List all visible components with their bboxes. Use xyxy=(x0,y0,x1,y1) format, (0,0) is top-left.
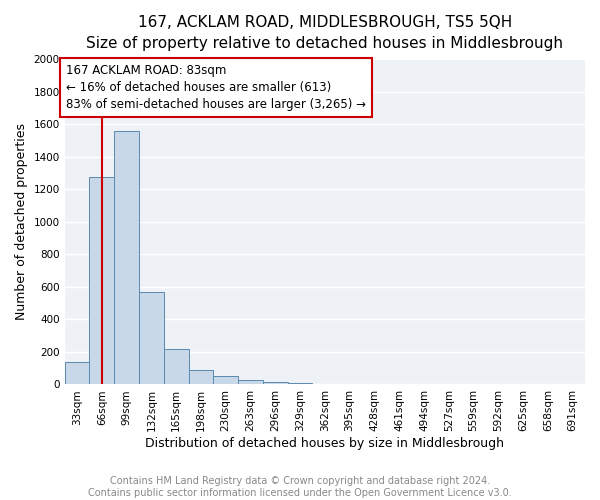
Bar xyxy=(263,382,287,384)
Title: 167, ACKLAM ROAD, MIDDLESBROUGH, TS5 5QH
Size of property relative to detached h: 167, ACKLAM ROAD, MIDDLESBROUGH, TS5 5QH… xyxy=(86,15,563,51)
Bar xyxy=(238,380,263,384)
Bar xyxy=(114,130,139,384)
Bar xyxy=(164,348,188,384)
Text: 167 ACKLAM ROAD: 83sqm
← 16% of detached houses are smaller (613)
83% of semi-de: 167 ACKLAM ROAD: 83sqm ← 16% of detached… xyxy=(66,64,366,111)
Y-axis label: Number of detached properties: Number of detached properties xyxy=(15,124,28,320)
X-axis label: Distribution of detached houses by size in Middlesbrough: Distribution of detached houses by size … xyxy=(145,437,505,450)
Bar xyxy=(188,370,214,384)
Bar xyxy=(287,383,313,384)
Bar xyxy=(65,362,89,384)
Bar xyxy=(139,292,164,384)
Bar xyxy=(89,177,114,384)
Bar xyxy=(214,376,238,384)
Text: Contains HM Land Registry data © Crown copyright and database right 2024.
Contai: Contains HM Land Registry data © Crown c… xyxy=(88,476,512,498)
